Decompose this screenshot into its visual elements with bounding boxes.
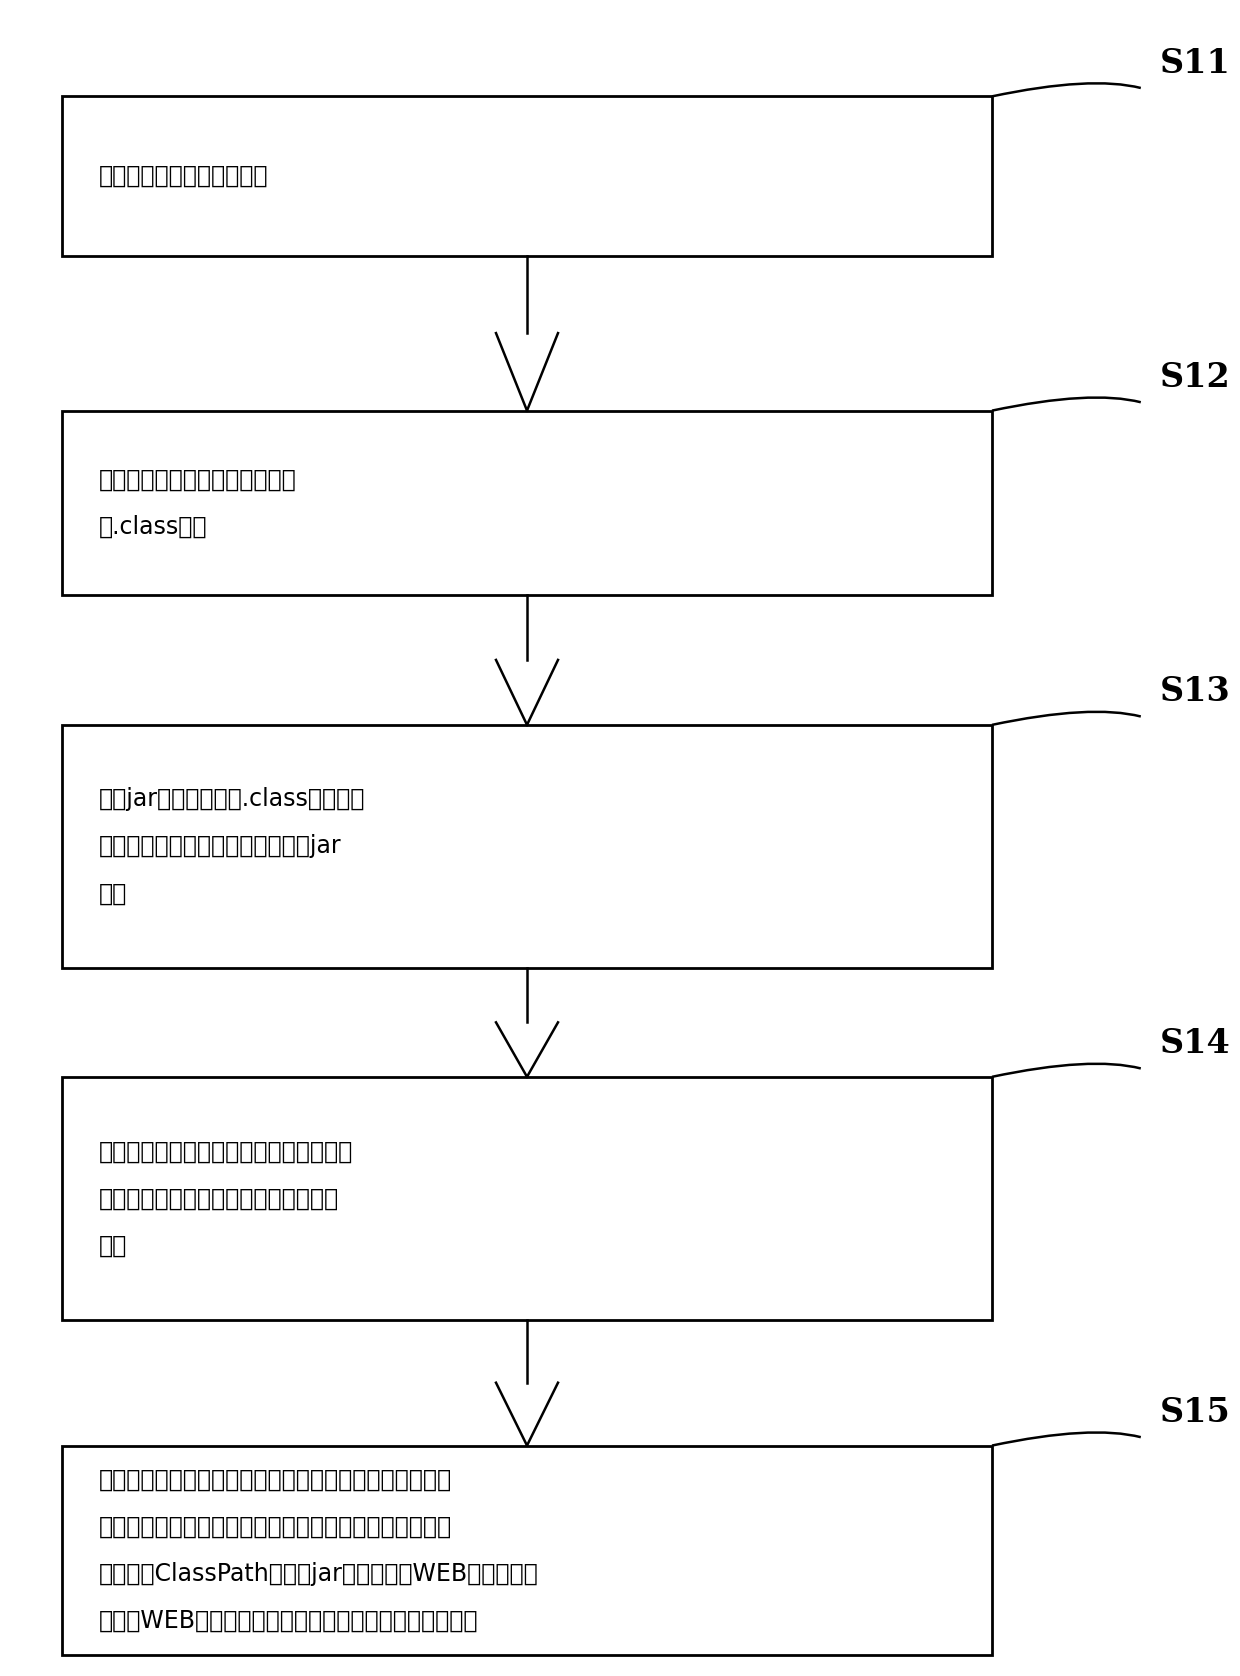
Text: 将三方依赖文件从资源文件中提取出来，: 将三方依赖文件从资源文件中提取出来， <box>99 1140 353 1163</box>
Text: S14: S14 <box>1159 1027 1230 1061</box>
Text: 发布，WEB服务器可从共享文件夹中获取到三方依赖文件: 发布，WEB服务器可从共享文件夹中获取到三方依赖文件 <box>99 1609 479 1632</box>
Bar <box>62 411 992 595</box>
Text: 获取待配置应用的资源文件: 获取待配置应用的资源文件 <box>99 164 269 188</box>
Text: 到类路径ClassPath中，将jar文件发送给WEB服务器进行: 到类路径ClassPath中，将jar文件发送给WEB服务器进行 <box>99 1562 539 1585</box>
Text: S11: S11 <box>1159 47 1230 79</box>
Text: 文件: 文件 <box>99 1234 128 1257</box>
Text: 文件: 文件 <box>99 882 128 905</box>
Text: S12: S12 <box>1159 360 1230 394</box>
Text: 共享文件夹的存储位置，将三方依赖文件的存储路径添加: 共享文件夹的存储位置，将三方依赖文件的存储路径添加 <box>99 1515 453 1539</box>
Text: 配置文件进行打包处理，生成一个jar: 配置文件进行打包处理，生成一个jar <box>99 835 342 858</box>
Bar <box>62 724 992 967</box>
Bar <box>62 1078 992 1321</box>
Text: 对业务代码进行编译，生成字节: 对业务代码进行编译，生成字节 <box>99 468 296 491</box>
Text: 利用jar工具对字节码.class文件以及: 利用jar工具对字节码.class文件以及 <box>99 788 366 811</box>
Bar <box>62 1445 992 1656</box>
Text: 并按照预设压缩方式进行压缩形成压缩: 并按照预设压缩方式进行压缩形成压缩 <box>99 1187 340 1210</box>
Text: 将包含三方依赖文件的压缩文件存储到共享文件夹，根据: 将包含三方依赖文件的压缩文件存储到共享文件夹，根据 <box>99 1468 453 1492</box>
Text: 码.class文件: 码.class文件 <box>99 515 207 538</box>
Text: S13: S13 <box>1159 675 1230 707</box>
Text: S15: S15 <box>1159 1396 1230 1428</box>
Bar <box>62 96 992 255</box>
